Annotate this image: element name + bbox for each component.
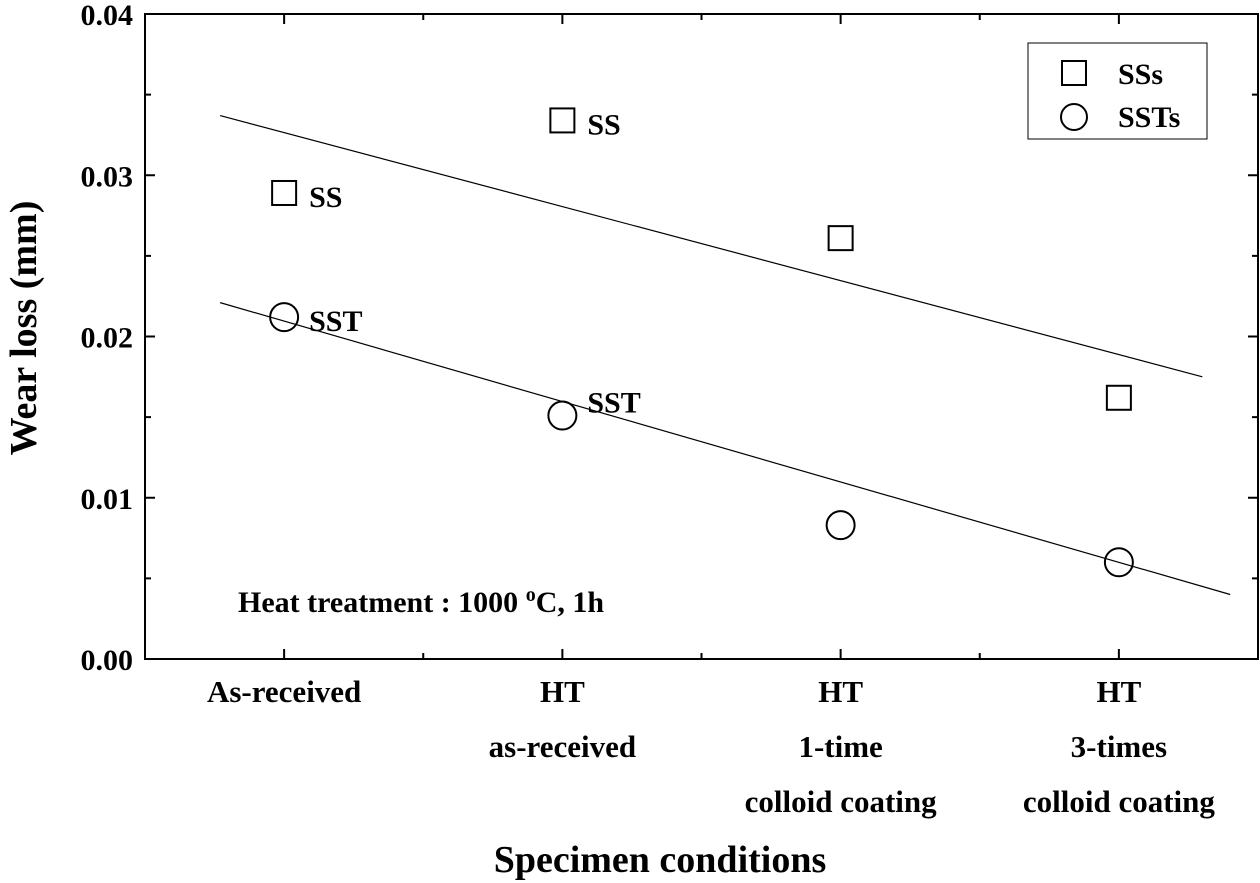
x-category-label: as-received	[489, 729, 636, 764]
data-markers	[269, 107, 1134, 578]
x-axis-title: Specimen conditions	[494, 839, 827, 881]
x-category-label: 3-times	[1071, 729, 1167, 764]
x-category-label: HT	[818, 674, 863, 709]
legend: SSs SSTs	[1027, 42, 1208, 140]
y-axis-title: Wear loss (mm)	[3, 201, 45, 456]
point-label-ss: SS	[587, 108, 620, 141]
annotation-suffix: C, 1h	[536, 586, 605, 619]
plot-area-frame	[144, 13, 1259, 660]
legend-circle-marker	[1060, 103, 1088, 131]
circle-marker-ssts	[269, 302, 300, 333]
y-tick-label: 0.02	[81, 322, 134, 355]
legend-label-ssts: SSTs	[1118, 101, 1180, 134]
x-category-label: HT	[540, 674, 585, 709]
point-label-ss: SS	[309, 181, 342, 214]
circle-marker-ssts	[825, 510, 856, 541]
legend-box	[1027, 42, 1208, 140]
y-tick-label: 0.04	[81, 0, 134, 32]
x-category-label: 1-time	[798, 729, 882, 764]
trendline-ssts	[219, 302, 1231, 596]
y-tick-label: 0.01	[81, 483, 134, 516]
y-tick-labels: 0.00 0.01 0.02 0.03 0.04	[81, 0, 134, 677]
circle-marker-ssts	[547, 400, 578, 431]
legend-label-sss: SSs	[1118, 58, 1163, 91]
annotation-prefix: Heat treatment : 1000	[238, 586, 526, 619]
square-marker-sss	[549, 107, 576, 134]
annotation-degree-sup: o	[526, 584, 536, 606]
point-label-sst: SST	[309, 305, 362, 338]
x-category-label: HT	[1096, 674, 1141, 709]
trendlines	[219, 115, 1231, 596]
square-marker-sss	[271, 179, 298, 206]
legend-square-marker	[1061, 60, 1087, 86]
square-marker-sss	[827, 225, 854, 252]
x-category-label: colloid coating	[745, 784, 938, 819]
square-marker-sss	[1105, 384, 1132, 411]
x-category-label: As-received	[207, 674, 361, 709]
x-category-label: colloid coating	[1023, 784, 1216, 819]
x-category-labels: As-received HT as-received HT 1-time colloid …	[207, 674, 1215, 819]
trendline-sss	[219, 115, 1203, 378]
circle-marker-ssts	[1103, 547, 1134, 578]
y-tick-label: 0.00	[81, 644, 134, 677]
y-tick-label: 0.03	[81, 160, 134, 193]
heat-treatment-annotation: Heat treatment : 1000 oC, 1h	[238, 584, 604, 619]
point-labels: SS SS SST SST	[309, 108, 641, 419]
point-label-sst: SST	[587, 387, 640, 420]
